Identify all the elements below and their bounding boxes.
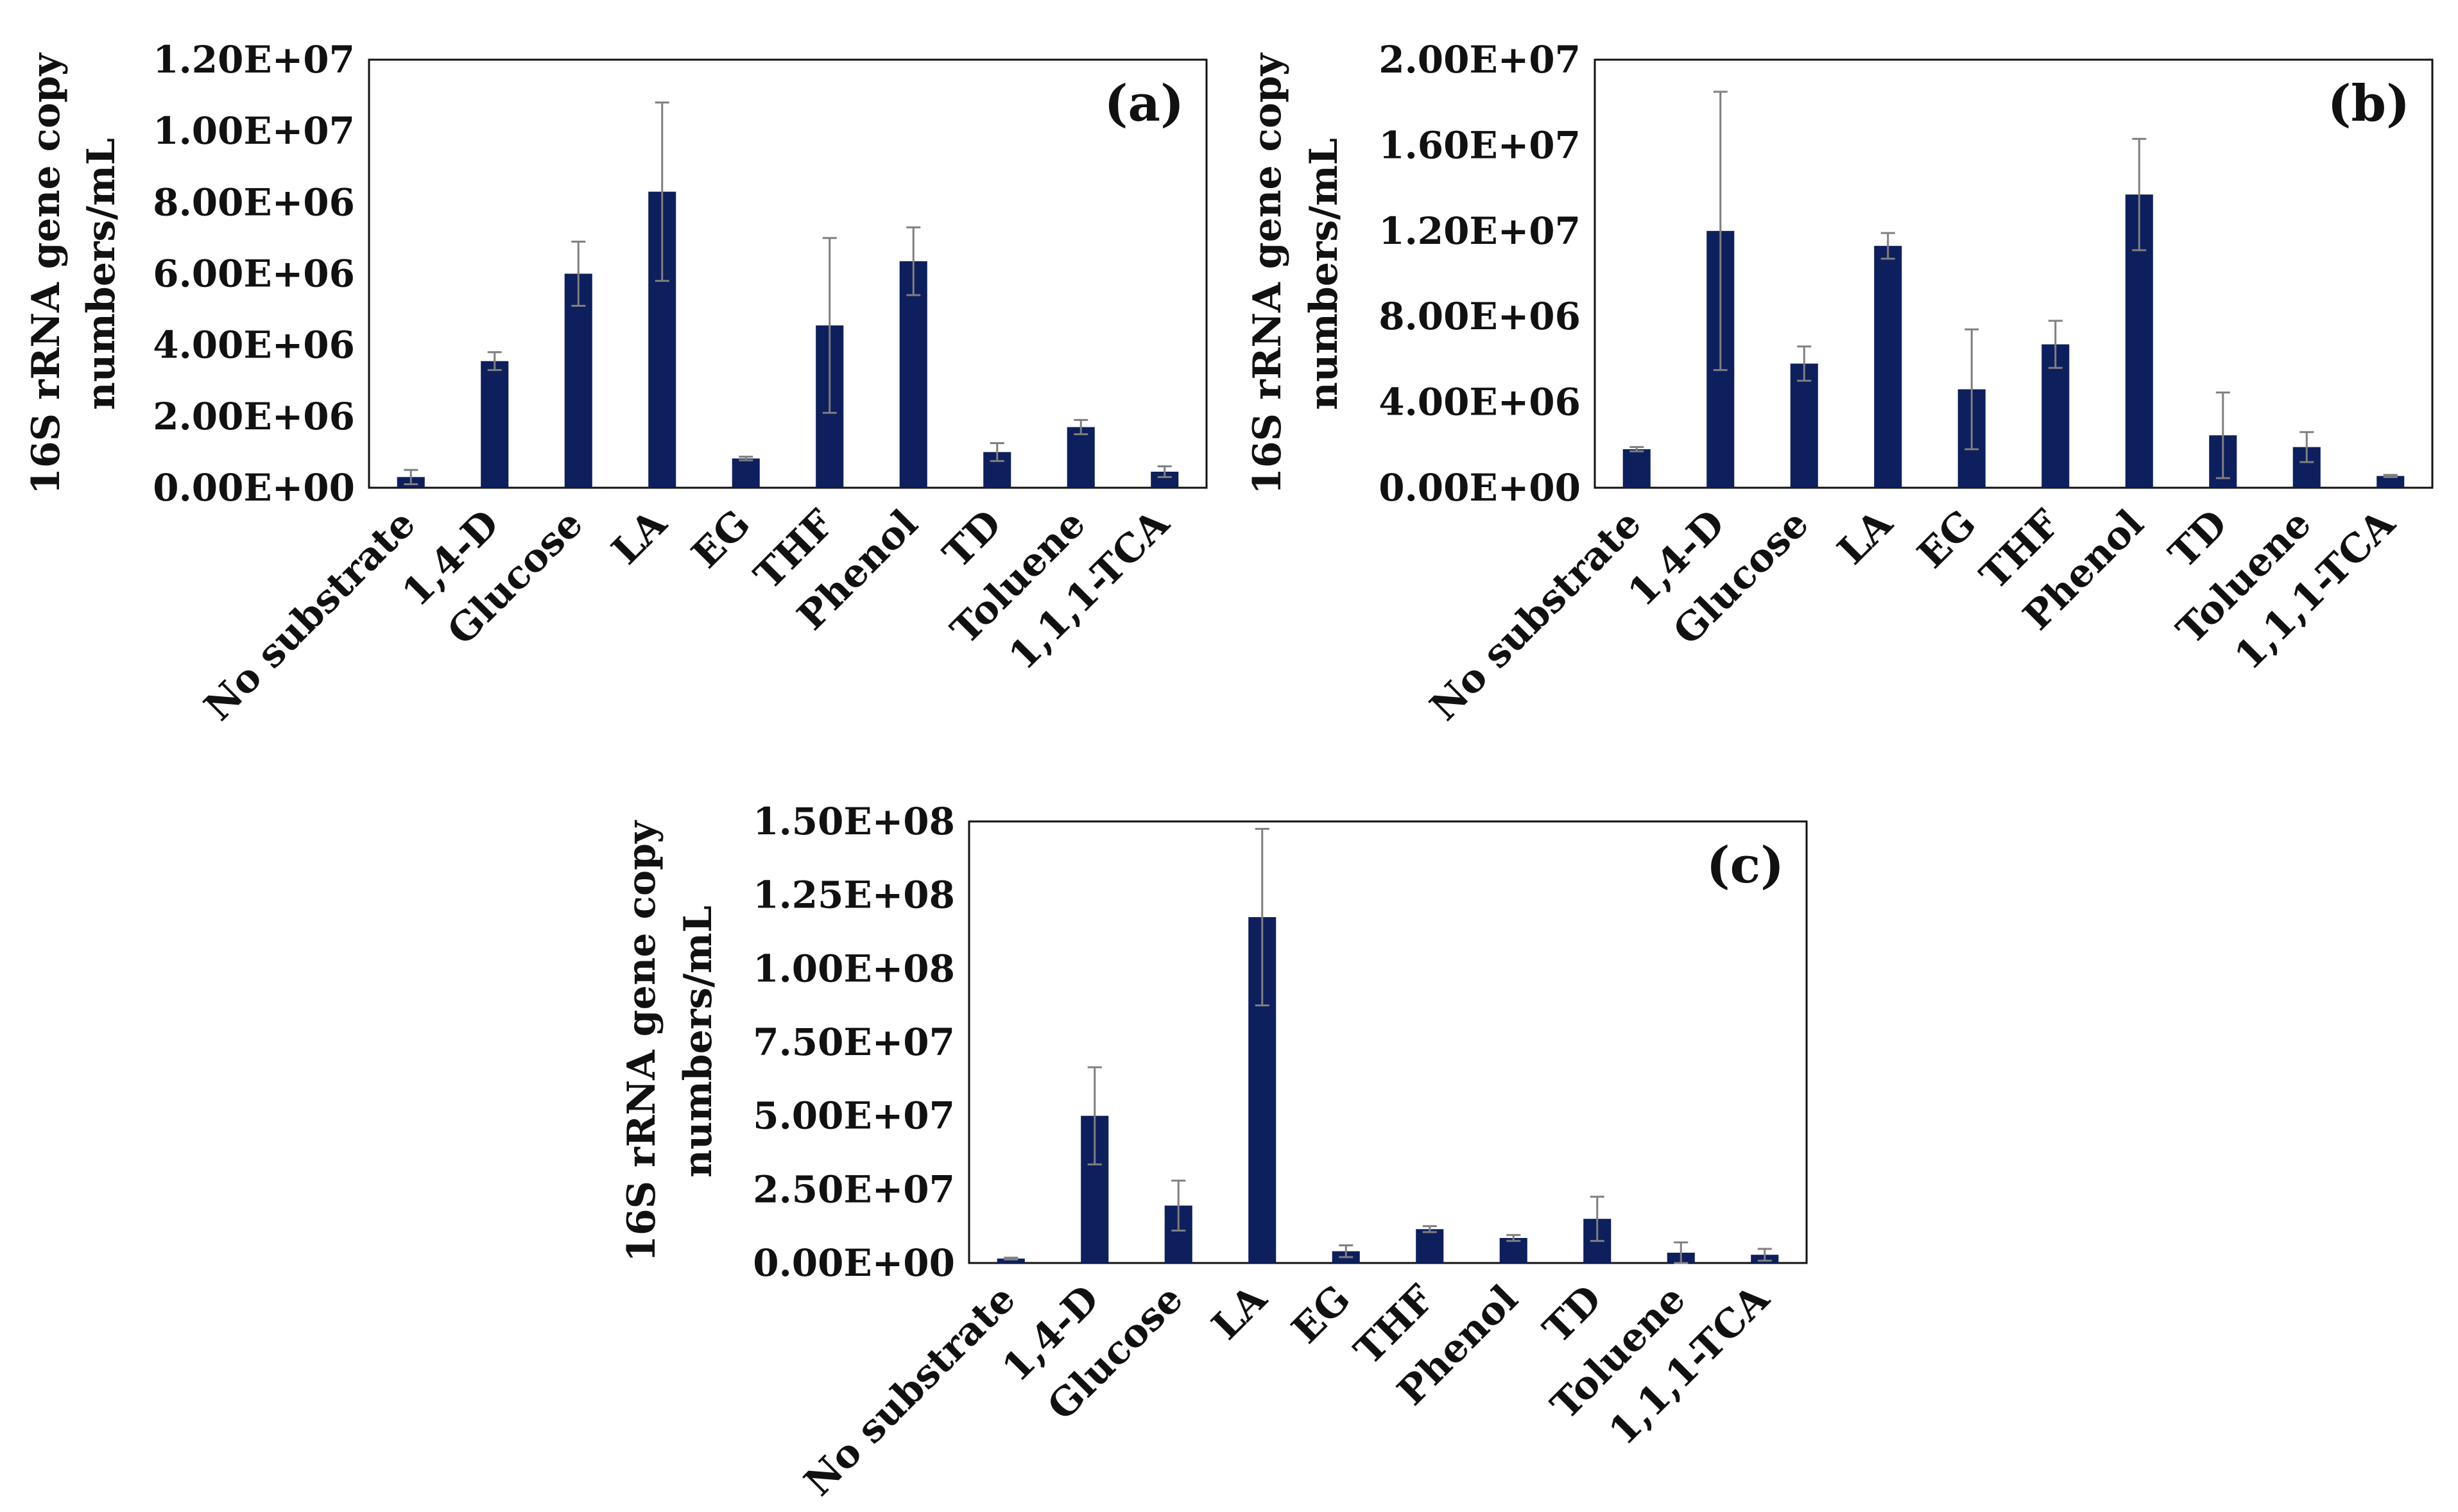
chart-panel-a: 0.00E+00 2.00E+06 4.00E+06 6.00E+06 8.00E+06… — [24, 38, 1208, 730]
y-axis-label-c-line1: 16S rRNA gene copy — [619, 820, 664, 1262]
panel-label-b: (b) — [2328, 74, 2410, 133]
bar-c-1 — [997, 1259, 1025, 1263]
plot-frame-c — [968, 820, 1808, 1264]
y-tick-label-b: 0.00E+00 — [1379, 466, 1581, 510]
bar-a-7 — [899, 261, 927, 488]
bar-a-2 — [481, 361, 509, 488]
y-axis-label-c-line2: numbers/mL — [676, 906, 721, 1178]
plot-frame-b — [1594, 58, 2434, 489]
y-axis-label-b-line1: 16S rRNA gene copy — [1245, 52, 1290, 495]
category-label-a-1: No substrate — [196, 501, 424, 730]
y-axis-label-a-line1: 16S rRNA gene copy — [24, 52, 69, 495]
category-label-a-4: LA — [603, 501, 676, 573]
y-tick-label-c: 5.00E+07 — [753, 1094, 955, 1138]
y-tick-label-c: 1.50E+08 — [753, 800, 955, 843]
panel-label-c: (c) — [1706, 836, 1784, 895]
y-tick-label-c: 1.25E+08 — [753, 873, 955, 917]
bar-c-6 — [1416, 1229, 1444, 1263]
plot-frame-a — [368, 58, 1208, 489]
y-tick-label-b: 2.00E+07 — [1379, 38, 1581, 82]
y-axis-label-b-line2: numbers/mL — [1302, 138, 1346, 410]
y-tick-label-a: 1.00E+07 — [153, 109, 355, 153]
y-tick-label-b: 4.00E+06 — [1379, 381, 1581, 424]
y-tick-label-a: 4.00E+06 — [153, 323, 355, 367]
y-tick-label-a: 6.00E+06 — [153, 252, 355, 296]
category-label-b-4: LA — [1829, 501, 1902, 573]
y-tick-label-c: 0.00E+00 — [753, 1241, 955, 1285]
chart-panel-b: 0.00E+00 4.00E+06 8.00E+06 1.20E+07 1.60E+07… — [1245, 38, 2434, 730]
bar-b-4 — [1874, 246, 1902, 488]
category-label-c-4: LA — [1203, 1276, 1276, 1348]
y-tick-label-b: 8.00E+06 — [1379, 295, 1581, 338]
bar-a-5 — [732, 458, 760, 488]
y-tick-label-a: 0.00E+00 — [153, 466, 355, 510]
chart-panel-c: 0.00E+00 2.50E+07 5.00E+07 7.50E+07 1.00E+08… — [619, 800, 1808, 1505]
y-tick-label-c: 7.50E+07 — [753, 1020, 955, 1064]
category-label-b-1: No substrate — [1422, 501, 1650, 730]
bar-c-7 — [1499, 1238, 1527, 1263]
bar-b-10 — [2376, 476, 2405, 488]
y-tick-label-a: 1.20E+07 — [153, 38, 355, 82]
y-axis-label-a-line2: numbers/mL — [79, 138, 124, 410]
bar-b-3 — [1790, 363, 1818, 488]
y-tick-label-c: 2.50E+07 — [753, 1167, 955, 1211]
bar-a-9 — [1067, 427, 1095, 488]
y-tick-label-b: 1.60E+07 — [1379, 123, 1581, 167]
bar-a-3 — [564, 273, 592, 488]
bar-b-1 — [1622, 449, 1651, 488]
y-tick-label-b: 1.20E+07 — [1379, 209, 1581, 253]
category-label-c-1: No substrate — [796, 1276, 1024, 1505]
panel-label-a: (a) — [1104, 74, 1184, 133]
y-tick-label-a: 8.00E+06 — [153, 180, 355, 224]
y-tick-label-c: 1.00E+08 — [753, 947, 955, 990]
y-tick-label-a: 2.00E+06 — [153, 395, 355, 438]
